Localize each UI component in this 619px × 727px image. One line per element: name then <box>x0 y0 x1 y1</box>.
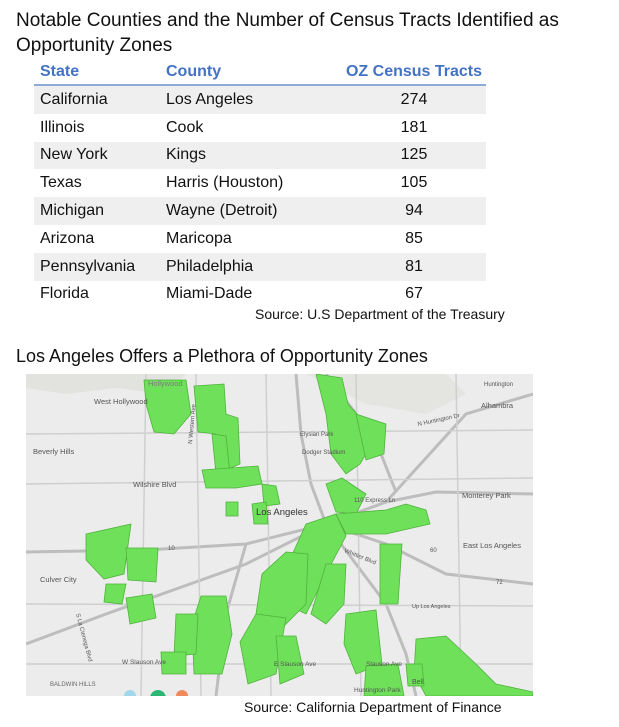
label-beverly-hills: Beverly Hills <box>33 447 75 456</box>
label-monterey-park: Monterey Park <box>462 491 511 500</box>
map-title: Los Angeles Offers a Plethora of Opportu… <box>16 346 428 366</box>
map-control-dot-3[interactable] <box>176 690 188 696</box>
table-row: Texas Harris (Houston) 105 <box>34 169 486 197</box>
cell-county: Kings <box>160 141 336 170</box>
label-east-los-angeles: East Los Angeles <box>463 541 521 550</box>
map-control-dot-1[interactable] <box>124 690 136 696</box>
opportunity-zones-table: State County OZ Census Tracts California… <box>34 60 486 308</box>
label-wilshire: Wilshire Blvd <box>133 480 176 489</box>
label-culver-city: Culver City <box>40 575 77 584</box>
label-route-60: 60 <box>430 548 437 554</box>
table-row: Michigan Wayne (Detroit) 94 <box>34 197 486 225</box>
cell-state: Florida <box>40 285 89 303</box>
label-express-ln: 110 Express Ln <box>354 498 395 504</box>
table-source: Source: U.S Department of the Treasury <box>255 306 505 322</box>
label-dodger-stadium: Dodger Stadium <box>302 450 345 456</box>
label-hollywood: Hollywood <box>148 379 183 388</box>
hills-shading-ne <box>306 374 466 414</box>
cell-oz-tracts: 67 <box>405 285 423 303</box>
label-elysian-park: Elysian Park <box>300 432 334 438</box>
opportunity-zones <box>85 374 533 696</box>
cell-county: Harris (Houston) <box>166 174 284 192</box>
label-huntington-top: Huntington <box>484 382 513 388</box>
cell-state: California <box>34 85 160 114</box>
cell-state: Michigan <box>34 197 160 225</box>
label-whittier: Whittier Blvd <box>343 548 376 566</box>
cell-county: Cook <box>166 118 204 136</box>
cell-state: Illinois <box>40 118 85 136</box>
label-w-slauson: W Slauson Ave <box>122 659 166 666</box>
cell-county: Miami-Dade <box>166 285 253 303</box>
table-title: Notable Counties and the Number of Censu… <box>16 10 559 56</box>
label-slauson: Slauson Ave <box>366 661 402 668</box>
cell-state: Pennsylvania <box>34 252 160 281</box>
label-west-hollywood: West Hollywood <box>94 397 148 406</box>
table-row: Florida Miami-Dade 67 <box>34 281 486 309</box>
cell-oz-tracts: 85 <box>405 229 423 247</box>
map-control-dot-2[interactable] <box>150 690 166 696</box>
los-angeles-map[interactable]: West Hollywood Hollywood Beverly Hills W… <box>26 374 533 696</box>
cell-state: New York <box>34 141 160 170</box>
label-bell: Bell <box>412 679 424 686</box>
table-row: California Los Angeles 274 <box>34 85 486 114</box>
cell-oz-tracts: 181 <box>400 118 428 136</box>
cell-oz-tracts: 105 <box>400 174 428 192</box>
table-row: Illinois Cook 181 <box>34 114 486 142</box>
cell-oz-tracts: 81 <box>336 252 486 281</box>
table-header-row: State County OZ Census Tracts <box>34 60 486 86</box>
label-baldwin-hills: BALDWIN HILLS <box>50 682 96 688</box>
cell-county: Philadelphia <box>160 252 336 281</box>
cell-oz-tracts: 274 <box>336 85 486 114</box>
cell-state: Texas <box>40 174 82 192</box>
table-body: California Los Angeles 274 Illinois Cook 181 N… <box>34 85 486 308</box>
cell-county: Maricopa <box>166 229 232 247</box>
header-county: County <box>160 60 336 86</box>
cell-oz-tracts: 125 <box>336 141 486 170</box>
label-n-western: N Western Ave <box>188 403 198 444</box>
cell-state: Arizona <box>40 229 95 247</box>
table-row: Arizona Maricopa 85 <box>34 225 486 253</box>
header-state: State <box>34 60 160 86</box>
header-oz-tracts: OZ Census Tracts <box>336 60 486 86</box>
label-route-10: 10 <box>168 546 175 552</box>
cell-oz-tracts: 94 <box>336 197 486 225</box>
table-row: New York Kings 125 <box>34 141 486 170</box>
label-vernon: Up Los Angeles <box>412 604 451 610</box>
label-huntington-park: Huntington Park <box>354 687 401 694</box>
map-source: Source: California Department of Finance <box>244 699 502 715</box>
label-los-angeles: Los Angeles <box>256 507 308 518</box>
cell-county: Los Angeles <box>160 85 336 114</box>
label-route-72: 72 <box>496 580 503 586</box>
cell-county: Wayne (Detroit) <box>160 197 336 225</box>
label-alhambra: Alhambra <box>481 401 514 410</box>
map-svg: West Hollywood Hollywood Beverly Hills W… <box>26 374 533 696</box>
table-row: Pennsylvania Philadelphia 81 <box>34 252 486 281</box>
label-e-slauson: E Slauson Ave <box>274 661 317 668</box>
